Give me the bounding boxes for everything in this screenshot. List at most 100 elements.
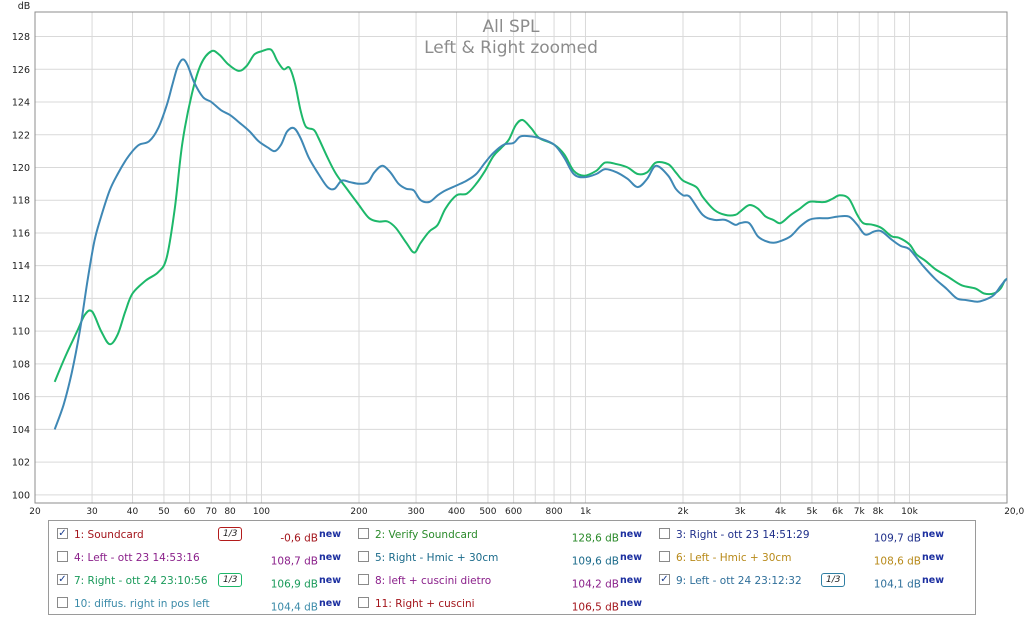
- x-tick-label: 800: [545, 507, 562, 517]
- legend-label[interactable]: 6: Left - Hmic + 30cm: [676, 552, 792, 564]
- smoothing-button[interactable]: 1/3: [218, 527, 243, 541]
- plot-border: [34, 11, 1008, 504]
- y-tick-label: 104: [12, 425, 30, 436]
- series-line-right-7: [53, 48, 1007, 383]
- legend-label[interactable]: 8: left + cuscini dietro: [375, 575, 492, 587]
- legend-offset-value: 108,7 dBnew: [270, 552, 341, 568]
- x-tick-label: 2k: [678, 507, 690, 517]
- plot-area: [35, 12, 1007, 503]
- new-badge: new: [319, 575, 341, 586]
- legend-offset-value: 106,5 dBnew: [571, 598, 642, 614]
- x-tick-label: 40: [127, 507, 139, 517]
- legend-item: ✓ 1: Soundcard 1/3 -0,6 dBnew: [57, 526, 352, 545]
- legend-label[interactable]: 4: Left - ott 23 14:53:16: [74, 552, 200, 564]
- x-tick-label: 7k: [854, 507, 866, 517]
- legend-item: 3: Right - ott 23 14:51:29 109,7 dBnew: [659, 526, 954, 545]
- legend-item: 10: diffus. right in pos left 104,4 dBnew: [57, 595, 352, 614]
- spl-chart: 100 102 104 106 108 110 112 114 116 118 120 122 124 1…: [12, 1, 1024, 517]
- legend-label[interactable]: 7: Right - ott 24 23:10:56: [74, 575, 208, 587]
- new-badge: new: [319, 552, 341, 563]
- legend-label[interactable]: 2: Verify Soundcard: [375, 529, 478, 541]
- new-badge: new: [922, 529, 944, 540]
- y-tick-label: 118: [12, 196, 30, 207]
- y-axis-label: dB: [18, 1, 31, 12]
- chart-title: All SPL: [483, 17, 541, 37]
- legend-item: 2: Verify Soundcard 128,6 dBnew: [358, 526, 653, 545]
- legend-offset-value: 109,6 dBnew: [571, 552, 642, 568]
- legend-checkbox[interactable]: [358, 574, 369, 585]
- x-tick-label: 500: [479, 507, 496, 517]
- legend-offset-value: 104,1 dBnew: [873, 575, 944, 591]
- legend-checkbox[interactable]: [358, 597, 369, 608]
- legend-item: 8: left + cuscini dietro 104,2 dBnew: [358, 572, 653, 591]
- smoothing-button[interactable]: 1/3: [218, 573, 243, 587]
- legend-checkbox[interactable]: ✓: [57, 574, 68, 585]
- new-badge: new: [620, 575, 642, 586]
- x-tick-label: 3k: [735, 507, 747, 517]
- x-tick-label: 1k: [580, 507, 592, 517]
- legend-offset-value: 128,6 dBnew: [571, 529, 642, 545]
- legend-item: 11: Right + cuscini 106,5 dBnew: [358, 595, 653, 614]
- legend-label[interactable]: 5: Right - Hmic + 30cm: [375, 552, 499, 564]
- legend-offset-value: 109,7 dBnew: [873, 529, 944, 545]
- legend-item: 4: Left - ott 23 14:53:16 108,7 dBnew: [57, 549, 352, 568]
- new-badge: new: [922, 552, 944, 563]
- legend-item: ✓ 9: Left - ott 24 23:12:32 1/3 104,1 dBnew: [659, 572, 954, 591]
- y-tick-label: 102: [12, 458, 30, 469]
- y-tick-label: 112: [12, 294, 30, 305]
- x-tick-label: 10k: [901, 507, 918, 517]
- legend-item: 5: Right - Hmic + 30cm 109,6 dBnew: [358, 549, 653, 568]
- legend-label[interactable]: 1: Soundcard: [74, 529, 144, 541]
- x-tick-label: 70: [206, 507, 218, 517]
- legend-offset-value: 104,2 dBnew: [571, 575, 642, 591]
- smoothing-button[interactable]: 1/3: [821, 573, 846, 587]
- y-tick-label: 128: [12, 32, 30, 43]
- legend-label[interactable]: 10: diffus. right in pos left: [74, 598, 210, 610]
- x-tick-label: 60: [184, 507, 196, 517]
- new-badge: new: [620, 552, 642, 563]
- x-tick-label: 600: [505, 507, 522, 517]
- x-tick-label: 20: [29, 507, 41, 517]
- new-badge: new: [319, 598, 341, 609]
- x-tick-label: 100: [253, 507, 270, 517]
- x-tick-label: 80: [224, 507, 236, 517]
- legend-offset-value: 106,9 dBnew: [270, 575, 341, 591]
- legend-offset-value: -0,6 dBnew: [280, 529, 341, 545]
- legend-checkbox[interactable]: [659, 551, 670, 562]
- legend-label[interactable]: 11: Right + cuscini: [375, 598, 475, 610]
- new-badge: new: [620, 529, 642, 540]
- x-tick-label: 4k: [775, 507, 787, 517]
- x-tick-label: 200: [350, 507, 367, 517]
- y-tick-label: 108: [12, 359, 30, 370]
- legend-checkbox[interactable]: [358, 551, 369, 562]
- legend-item: 6: Left - Hmic + 30cm 108,6 dBnew: [659, 549, 954, 568]
- new-badge: new: [620, 598, 642, 609]
- legend-item: ✓ 7: Right - ott 24 23:10:56 1/3 106,9 dBne…: [57, 572, 352, 591]
- legend-offset-value: 104,4 dBnew: [270, 598, 341, 614]
- x-tick-label: 6k: [832, 507, 844, 517]
- measurement-legend: ✓ 1: Soundcard 1/3 -0,6 dBnew 2: Verify Soun…: [48, 520, 976, 615]
- x-tick-label: 400: [448, 507, 465, 517]
- legend-label[interactable]: 9: Left - ott 24 23:12:32: [676, 575, 802, 587]
- y-tick-label: 116: [12, 228, 30, 239]
- y-tick-label: 100: [12, 490, 30, 501]
- legend-checkbox[interactable]: [659, 528, 670, 539]
- legend-checkbox[interactable]: [57, 551, 68, 562]
- y-tick-label: 122: [12, 130, 30, 141]
- y-tick-label: 120: [12, 163, 30, 174]
- legend-label[interactable]: 3: Right - ott 23 14:51:29: [676, 529, 810, 541]
- y-tick-label: 114: [12, 261, 30, 272]
- legend-checkbox[interactable]: ✓: [659, 574, 670, 585]
- x-tick-label: 8k: [873, 507, 885, 517]
- legend-checkbox[interactable]: [358, 528, 369, 539]
- chart-subtitle: Left & Right zoomed: [424, 38, 598, 58]
- y-tick-label: 106: [12, 392, 30, 403]
- x-tick-label: 5k: [806, 507, 818, 517]
- legend-checkbox[interactable]: [57, 597, 68, 608]
- legend-checkbox[interactable]: ✓: [57, 528, 68, 539]
- series-line-left-9: [53, 58, 1007, 430]
- legend-offset-value: 108,6 dBnew: [873, 552, 944, 568]
- new-badge: new: [922, 575, 944, 586]
- x-tick-label: 50: [158, 507, 170, 517]
- y-tick-label: 124: [12, 98, 30, 109]
